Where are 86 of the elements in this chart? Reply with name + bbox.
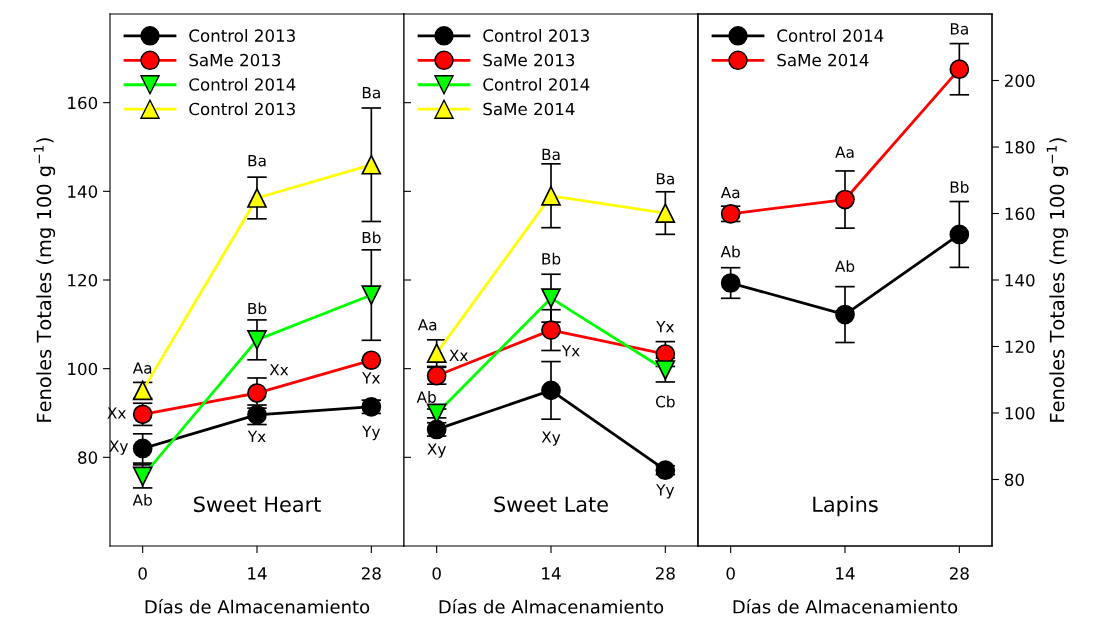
legend-label: SaMe 2013 [189,53,281,67]
y-tick-label: 140 [68,185,98,198]
y2-tick-label: 140 [1005,273,1035,287]
point [361,285,382,305]
annotation: Xy [541,431,561,446]
x-tick-label: 14 [248,567,267,580]
annotation: Yx [561,345,580,357]
x-tick-label: 0 [138,567,147,580]
y2-tick-label: 200 [1005,74,1035,88]
annotation: Bb [362,231,381,244]
y2-tick-label: 160 [1005,207,1035,221]
annotation: Ab [720,245,740,258]
annotation: Bb [248,302,267,315]
point [426,343,447,364]
annotation: Ab [132,494,152,506]
annotation: Ab [416,391,436,403]
annotation: Ba [362,87,380,99]
y-axis-title: Fenoles Totales (mg 100 g$^{−1}$) [33,138,56,422]
legend-label: Control 2013 [189,102,295,116]
x-tick-label: 14 [542,567,561,580]
annotation: Aa [835,146,854,158]
y-tick-label: 160 [68,96,98,110]
annotation: Lapins [813,496,878,517]
x-tick-label: 28 [361,567,381,580]
x-axis-title: Días de Almacenamiento [733,598,958,614]
annotation: Yy [362,425,381,441]
annotation: Sweet Late [494,496,608,513]
legend-label: SaMe 2013 [483,53,575,67]
x-tick-label: 0 [432,567,441,580]
annotation: Yx [362,372,381,384]
annotation: Yy [656,484,675,499]
point [132,438,153,459]
x-tick-label: 28 [655,567,675,580]
annotation: Ba [656,173,674,185]
annotation: Ab [835,260,855,273]
annotation: Xx [269,364,289,376]
point [541,320,561,340]
point [835,304,855,325]
x-axis-title: Días de Almacenamiento [145,598,370,614]
point [655,460,676,481]
point [949,59,970,80]
legend-label: Control 2014 [483,77,590,91]
annotation: Bb [542,252,561,265]
legend-label: SaMe 2014 [777,53,869,67]
x-tick-label: 0 [726,567,735,580]
x-tick-label: 14 [836,567,855,580]
legend-label: Control 2014 [777,29,884,42]
annotation: Yx [656,321,675,333]
annotation: Cb [656,395,675,408]
annotation: Ba [950,23,968,35]
point [361,350,382,371]
point [720,273,741,293]
point [247,188,267,208]
y-tick-label: 100 [68,362,98,376]
annotation: Ba [248,155,266,167]
annotation: Ba [542,148,560,161]
legend-label: Control 2013 [189,29,295,42]
point [541,185,561,206]
y2-tick-label: 100 [1005,406,1035,420]
annotation: Yx [247,430,266,442]
y2-tick-label: 180 [1005,140,1035,154]
point [361,154,382,175]
y2-tick-label: 80 [1004,473,1024,487]
legend-label: SaMe 2014 [483,102,575,116]
annotation: Aa [132,362,152,374]
legend-label: Control 2014 [189,77,296,91]
legend-label: Control 2013 [483,29,589,42]
annotation: Xx [449,349,468,361]
y2-tick-label: 120 [1005,340,1035,354]
point [949,224,970,245]
point [247,329,267,350]
annotation: Aa [720,186,740,199]
annotation: Aa [417,319,437,331]
y-tick-label: 80 [78,451,98,464]
annotation: Sweet Heart [194,496,321,513]
y-tick-label: 120 [68,273,98,287]
point [541,380,561,401]
annotation: Bb [950,181,969,193]
x-tick-label: 28 [949,567,969,580]
point [655,203,676,223]
y2-axis-title: Fenoles Totales (mg 100 g$^{−1}$) [1046,138,1069,422]
annotation: Xy [427,443,446,458]
point [835,189,855,210]
x-axis-title: Días de Almacenamiento [439,598,664,614]
point [426,403,447,424]
point [541,288,561,309]
